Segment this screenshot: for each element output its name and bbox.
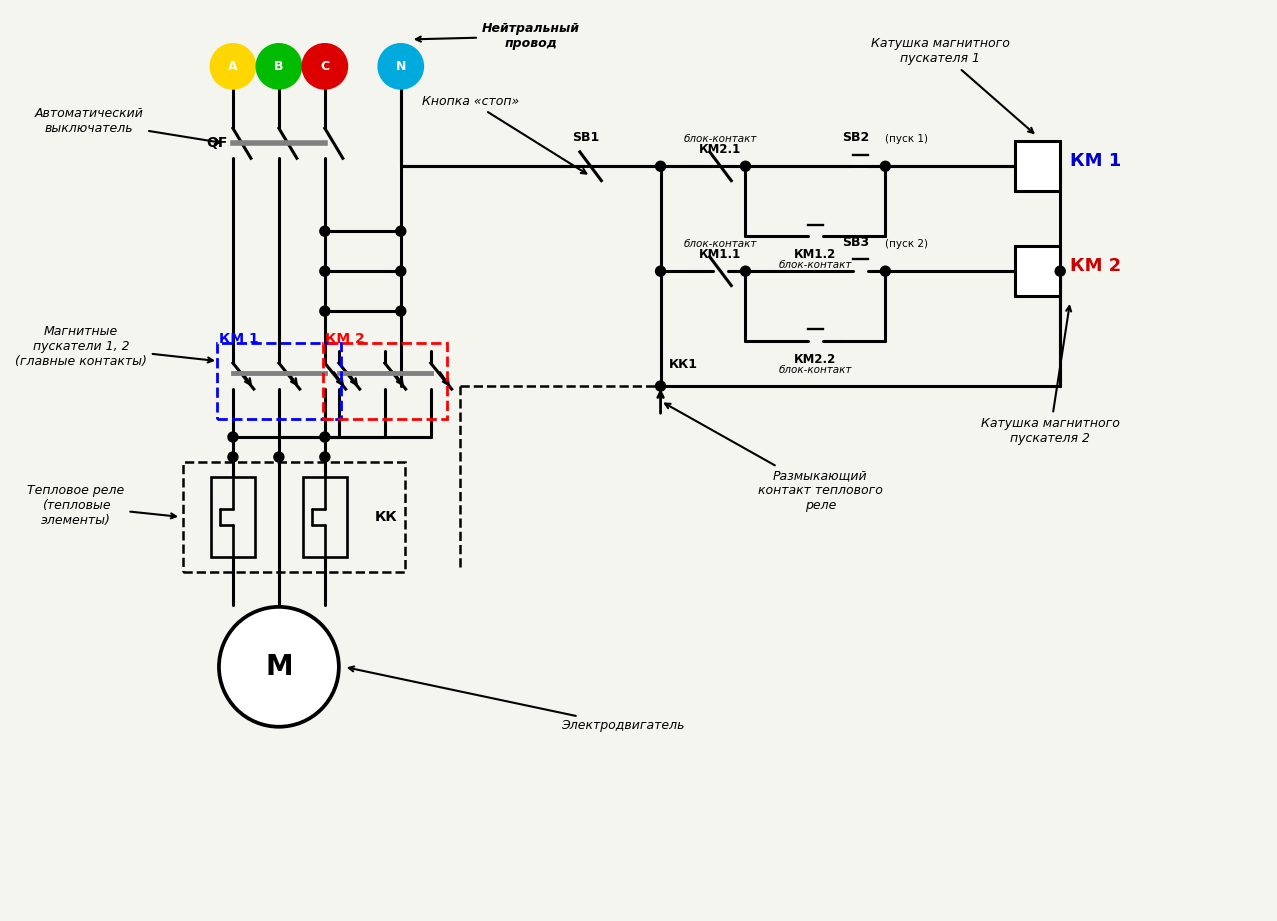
Bar [303, 477, 347, 557]
Text: SB1: SB1 [572, 132, 599, 145]
Circle shape [257, 44, 301, 88]
Text: блок-контакт: блок-контакт [683, 134, 757, 145]
Text: блок-контакт: блок-контакт [779, 365, 852, 375]
Bar [1015, 141, 1060, 192]
Circle shape [227, 452, 238, 462]
Circle shape [655, 266, 665, 276]
Bar [1015, 246, 1060, 297]
Text: КМ1.2: КМ1.2 [794, 248, 836, 262]
Circle shape [211, 44, 255, 88]
Text: Размыкающий
контакт теплового
реле: Размыкающий контакт теплового реле [665, 403, 882, 512]
Text: C: C [321, 60, 329, 73]
Text: блок-контакт: блок-контакт [683, 239, 757, 250]
Circle shape [273, 452, 283, 462]
Bar [183, 462, 405, 572]
Circle shape [319, 432, 329, 442]
Text: Электродвигатель: Электродвигатель [349, 667, 684, 732]
Text: SB2: SB2 [842, 132, 870, 145]
Circle shape [655, 161, 665, 171]
Circle shape [741, 266, 751, 276]
Circle shape [655, 381, 665, 391]
Circle shape [396, 306, 406, 316]
Text: Катушка магнитного
пускателя 2: Катушка магнитного пускателя 2 [981, 306, 1120, 445]
Text: Магнитные
пускатели 1, 2
(главные контакты): Магнитные пускатели 1, 2 (главные контак… [15, 324, 213, 367]
Circle shape [227, 432, 238, 442]
Text: КК: КК [375, 510, 397, 524]
Circle shape [303, 44, 347, 88]
Circle shape [218, 607, 338, 727]
Bar [217, 344, 341, 419]
Text: КМ1.1: КМ1.1 [700, 248, 742, 262]
Circle shape [1055, 266, 1065, 276]
Text: M: M [266, 653, 292, 681]
Text: (пуск 1): (пуск 1) [885, 134, 928, 145]
Circle shape [396, 266, 406, 276]
Text: B: B [275, 60, 283, 73]
Text: SB3: SB3 [842, 236, 868, 250]
Text: КМ 1: КМ 1 [218, 332, 259, 346]
Circle shape [379, 44, 423, 88]
Bar [323, 344, 447, 419]
Circle shape [741, 161, 751, 171]
Text: блок-контакт: блок-контакт [779, 260, 852, 270]
Text: N: N [396, 60, 406, 73]
Text: Нейтральный
провод: Нейтральный провод [416, 22, 580, 51]
Circle shape [319, 266, 329, 276]
Bar [211, 477, 255, 557]
Text: КМ2.2: КМ2.2 [794, 353, 836, 366]
Text: (пуск 2): (пуск 2) [885, 239, 928, 250]
Text: Кнопка «стоп»: Кнопка «стоп» [423, 95, 586, 173]
Circle shape [319, 452, 329, 462]
Text: Тепловое реле
(тепловые
элементы): Тепловое реле (тепловые элементы) [27, 484, 176, 528]
Text: КМ2.1: КМ2.1 [700, 144, 742, 157]
Circle shape [319, 306, 329, 316]
Text: КМ 2: КМ 2 [324, 332, 365, 346]
Text: Катушка магнитного
пускателя 1: Катушка магнитного пускателя 1 [871, 38, 1033, 133]
Circle shape [880, 161, 890, 171]
Text: Автоматический
выключатель: Автоматический выключатель [34, 108, 220, 145]
Text: QF: QF [207, 136, 227, 150]
Text: A: A [229, 60, 238, 73]
Text: КМ 1: КМ 1 [1070, 152, 1121, 170]
Circle shape [319, 227, 329, 236]
Text: КК1: КК1 [669, 358, 697, 371]
Circle shape [880, 266, 890, 276]
Text: КМ 2: КМ 2 [1070, 257, 1121, 275]
Circle shape [396, 227, 406, 236]
